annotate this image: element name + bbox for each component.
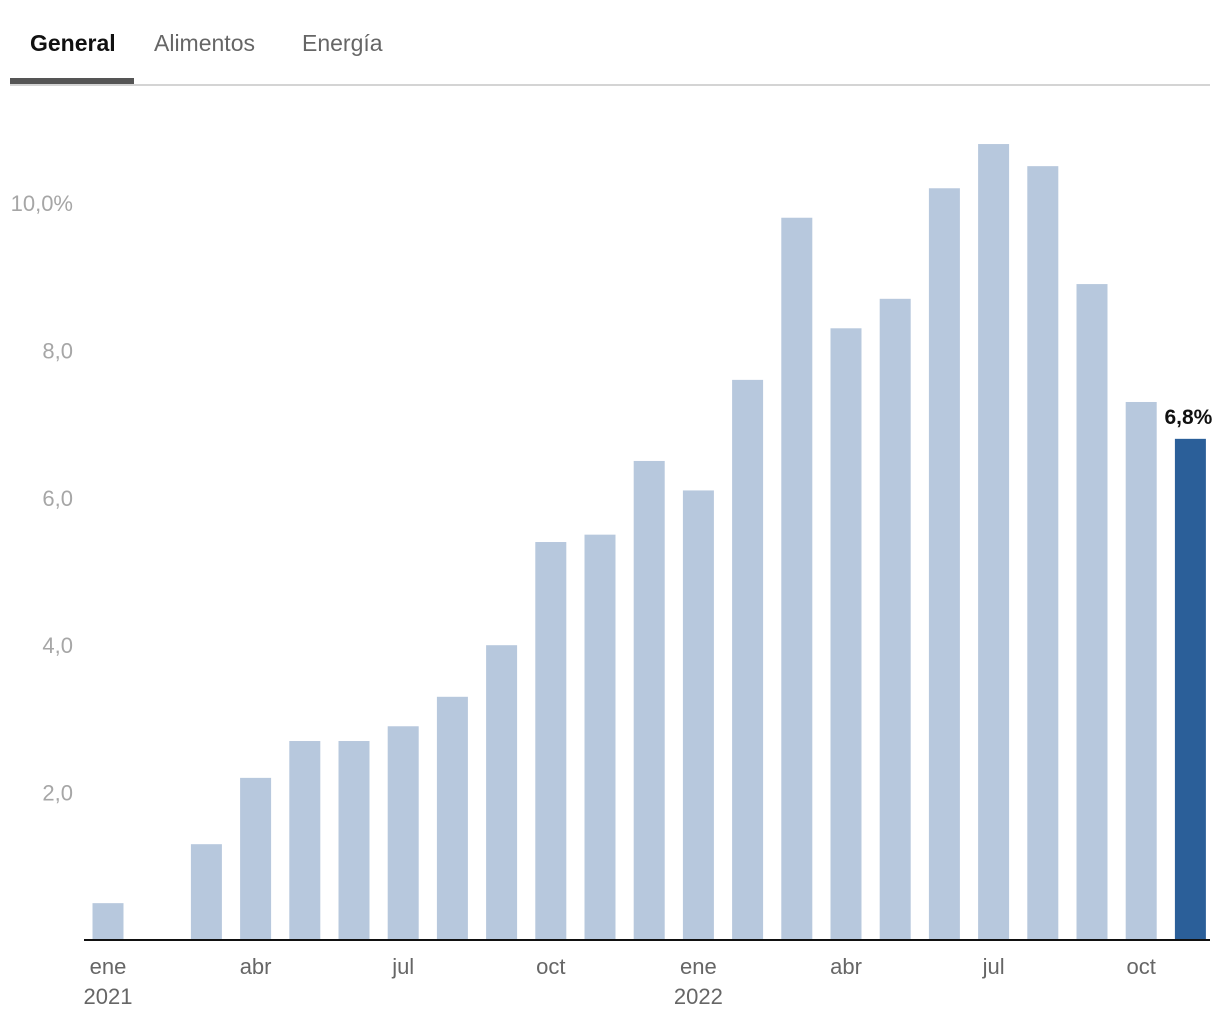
x-tick-label: ene (680, 954, 717, 979)
x-tick-label: abr (240, 954, 272, 979)
x-tick-label: jul (391, 954, 414, 979)
bar (190, 844, 222, 940)
x-tick-label: ene (90, 954, 127, 979)
bar (240, 777, 272, 940)
bar (830, 328, 862, 940)
y-tick-label: 4,0 (42, 633, 73, 658)
tab-energia[interactable]: Energía (302, 30, 383, 56)
y-tick-label: 8,0 (42, 338, 73, 363)
active-tab-indicator (10, 78, 134, 84)
bar (92, 903, 124, 940)
bar (928, 188, 960, 940)
y-tick-label: 10,0% (11, 191, 73, 216)
x-tick-label: abr (830, 954, 862, 979)
y-tick-label: 6,0 (42, 486, 73, 511)
bar (732, 379, 764, 940)
bar (436, 696, 468, 940)
bar (1027, 166, 1059, 940)
x-tick-year-label: 2022 (674, 984, 723, 1009)
bar (387, 726, 419, 940)
bar (289, 741, 321, 940)
x-tick-label: oct (536, 954, 565, 979)
bar (338, 741, 370, 940)
x-tick-label: jul (982, 954, 1005, 979)
bar (682, 490, 714, 940)
x-tick-year-label: 2021 (84, 984, 133, 1009)
bar (978, 144, 1010, 941)
bar (486, 645, 518, 940)
y-tick-label: 2,0 (42, 781, 73, 806)
highlight-value-label: 6,8% (1164, 406, 1212, 429)
tab-bar-divider (10, 84, 1210, 86)
bar (584, 534, 616, 940)
tab-general[interactable]: General (30, 30, 116, 56)
bar-highlighted (1174, 438, 1206, 940)
bar (535, 542, 567, 940)
bar (1125, 401, 1157, 940)
tab-bar: General Alimentos Energía (10, 0, 1210, 86)
x-tick-label: oct (1127, 954, 1156, 979)
bar (633, 460, 665, 940)
bar (879, 298, 911, 940)
tab-alimentos[interactable]: Alimentos (154, 30, 255, 56)
bar (781, 217, 813, 941)
bar (1076, 284, 1108, 940)
